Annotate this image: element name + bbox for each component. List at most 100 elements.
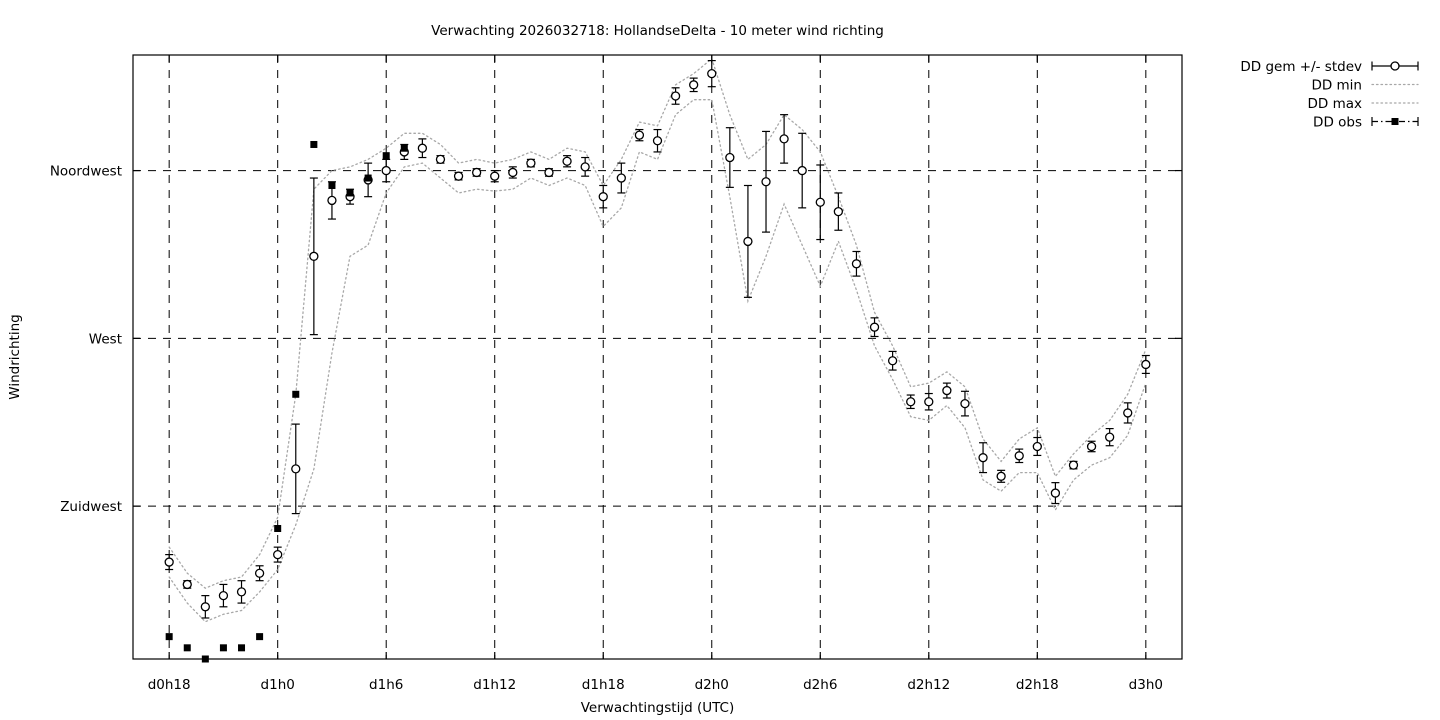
x-tick-label: d1h0 [261, 677, 295, 693]
mean-point-group [1014, 448, 1024, 464]
mean-point [978, 453, 988, 463]
mean-point [453, 171, 464, 181]
mean-point-group [815, 164, 825, 241]
x-tick-label: d2h12 [907, 677, 950, 693]
series-dd-gem-stdev [164, 59, 1151, 619]
mean-point-group [743, 184, 753, 298]
mean-point [1032, 441, 1042, 452]
mean-point-group [1141, 354, 1151, 375]
mean-point-group [942, 382, 952, 399]
x-tick-label: d3h0 [1129, 677, 1163, 693]
mean-point-group [526, 158, 536, 168]
mean-point-group [562, 155, 572, 168]
mean-point [1086, 441, 1097, 452]
mean-point-group [1068, 460, 1079, 470]
mean-point [471, 167, 482, 178]
x-tick-label: d0h18 [148, 677, 191, 693]
mean-point-group [725, 127, 735, 188]
plot-frame [132, 54, 1183, 660]
legend-entry: DD gem +/- stdev [1240, 59, 1419, 75]
x-tick-label: d2h18 [1016, 677, 1059, 693]
mean-point-group [616, 162, 626, 194]
obs-point [165, 633, 173, 641]
mean-point-group [291, 423, 301, 515]
mean-point [273, 549, 283, 560]
mean-point [942, 385, 952, 396]
y-axis-label: Windrichting [7, 314, 23, 399]
chart-title: Verwachting 2026032718: HollandseDelta -… [431, 23, 884, 39]
mean-point-group [906, 394, 916, 410]
mean-point-group [490, 169, 500, 183]
obs-point [328, 181, 336, 189]
mean-point [815, 197, 825, 207]
legend-entry: DD min [1311, 78, 1419, 94]
mean-point [1105, 432, 1115, 442]
obs-point [256, 633, 264, 641]
mean-point [761, 177, 771, 187]
x-tick-label: d2h6 [803, 677, 837, 693]
series-dd-min [168, 99, 1147, 623]
mean-point [598, 192, 608, 202]
mean-point [1068, 460, 1079, 470]
mean-point [743, 236, 753, 247]
mean-point-group [273, 546, 283, 563]
mean-point-group [164, 554, 174, 571]
mean-point-group [417, 138, 428, 159]
mean-point [1141, 359, 1151, 370]
mean-point [670, 91, 681, 101]
legend-label: DD min [1311, 78, 1362, 94]
series-dd-obs [165, 140, 408, 663]
mean-point-group [960, 390, 970, 417]
mean-point [634, 130, 645, 140]
mean-point [291, 464, 301, 474]
mean-point [906, 397, 916, 407]
y-tick-label: West [89, 331, 122, 347]
x-tick-label: d1h12 [473, 677, 516, 693]
legend-sample-square [1391, 118, 1399, 125]
x-tick-label: d1h18 [582, 677, 625, 693]
mean-point-group [689, 77, 699, 93]
mean-point-group [200, 595, 210, 619]
mean-point [218, 590, 229, 601]
mean-point-group [1050, 482, 1061, 505]
mean-point-group [381, 158, 391, 183]
mean-point-group [833, 192, 844, 231]
mean-point-group [996, 469, 1006, 483]
mean-point [1014, 451, 1024, 461]
mean-point-group [598, 184, 608, 209]
series-dd-max [168, 57, 1147, 589]
mean-point-group [580, 156, 590, 177]
mean-point [725, 152, 735, 163]
obs-point [310, 140, 318, 148]
mean-point [544, 167, 554, 178]
mean-point [833, 206, 844, 217]
mean-point [254, 568, 265, 578]
mean-point-group [544, 167, 554, 178]
obs-point [382, 152, 390, 160]
mean-point [689, 80, 699, 90]
mean-point [508, 167, 518, 178]
mean-point-group [1086, 440, 1097, 453]
mean-point-group [887, 350, 898, 371]
mean-point-group [761, 130, 771, 233]
mean-point-group [508, 166, 518, 179]
mean-point [996, 471, 1006, 481]
mean-point [164, 557, 174, 567]
axis-ticks [133, 55, 1182, 659]
mean-point-group [453, 171, 464, 181]
mean-point-group [851, 250, 862, 277]
mean-point [562, 156, 572, 166]
mean-point [526, 158, 536, 168]
mean-point [381, 165, 391, 176]
mean-point [200, 602, 210, 612]
mean-point-group [218, 583, 229, 608]
mean-point [779, 134, 789, 144]
mean-point [869, 322, 880, 332]
obs-point [238, 644, 246, 652]
y-tick-label: Zuidwest [60, 499, 122, 515]
mean-point-group [797, 132, 807, 209]
mean-point [182, 579, 192, 590]
mean-point [327, 195, 337, 206]
x-tick-label: d2h0 [695, 677, 729, 693]
